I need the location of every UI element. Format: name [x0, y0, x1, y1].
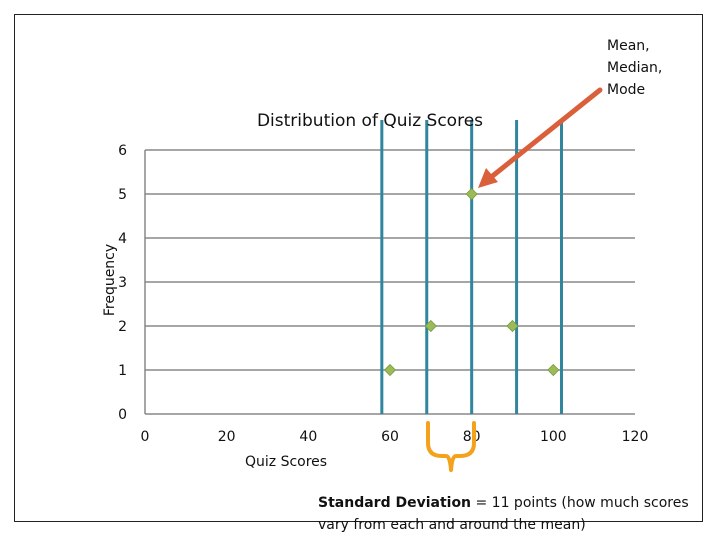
data-point	[383, 363, 397, 377]
data-point	[424, 319, 437, 333]
mean-label-line-3: Mode	[607, 82, 645, 98]
y-tick-label: 5	[118, 187, 127, 203]
x-tick-label: 40	[299, 429, 317, 445]
y-tick-label: 2	[118, 319, 127, 335]
std-dev-explanation: vary from each and around the mean)	[318, 517, 586, 533]
mode-arrow	[478, 87, 603, 188]
y-tick-label: 0	[118, 407, 127, 423]
x-tick-label: 20	[218, 429, 236, 445]
std-dev-term: Standard Deviation	[318, 495, 471, 511]
x-tick-label: 120	[622, 429, 649, 445]
data-point	[547, 363, 560, 377]
data-point	[506, 319, 519, 333]
x-tick-label: 0	[141, 429, 150, 445]
slide-frame	[14, 14, 703, 522]
mean-label-line-2: Median,	[607, 60, 662, 76]
y-axis-label: Frequency	[102, 244, 118, 316]
data-point	[465, 187, 478, 201]
x-tick-label: 60	[381, 429, 399, 445]
chart-title: Distribution of Quiz Scores	[257, 111, 483, 131]
y-tick-label: 1	[118, 363, 127, 379]
y-tick-label: 4	[118, 231, 127, 247]
x-tick-label: 100	[540, 429, 567, 445]
mean-label-line-1: Mean,	[607, 38, 650, 54]
x-axis-label: Quiz Scores	[245, 454, 327, 470]
std-dev-note: Standard Deviation = 11 points (how much…	[318, 495, 693, 533]
std-dev-value: = 11 points (how much scores	[471, 495, 689, 511]
std-dev-brace	[426, 421, 476, 472]
mean-median-mode-label: Mean, Median, Mode	[607, 38, 667, 98]
x-tick-label: 80	[463, 429, 481, 445]
y-tick-label: 6	[118, 143, 127, 159]
y-tick-label: 3	[118, 275, 127, 291]
